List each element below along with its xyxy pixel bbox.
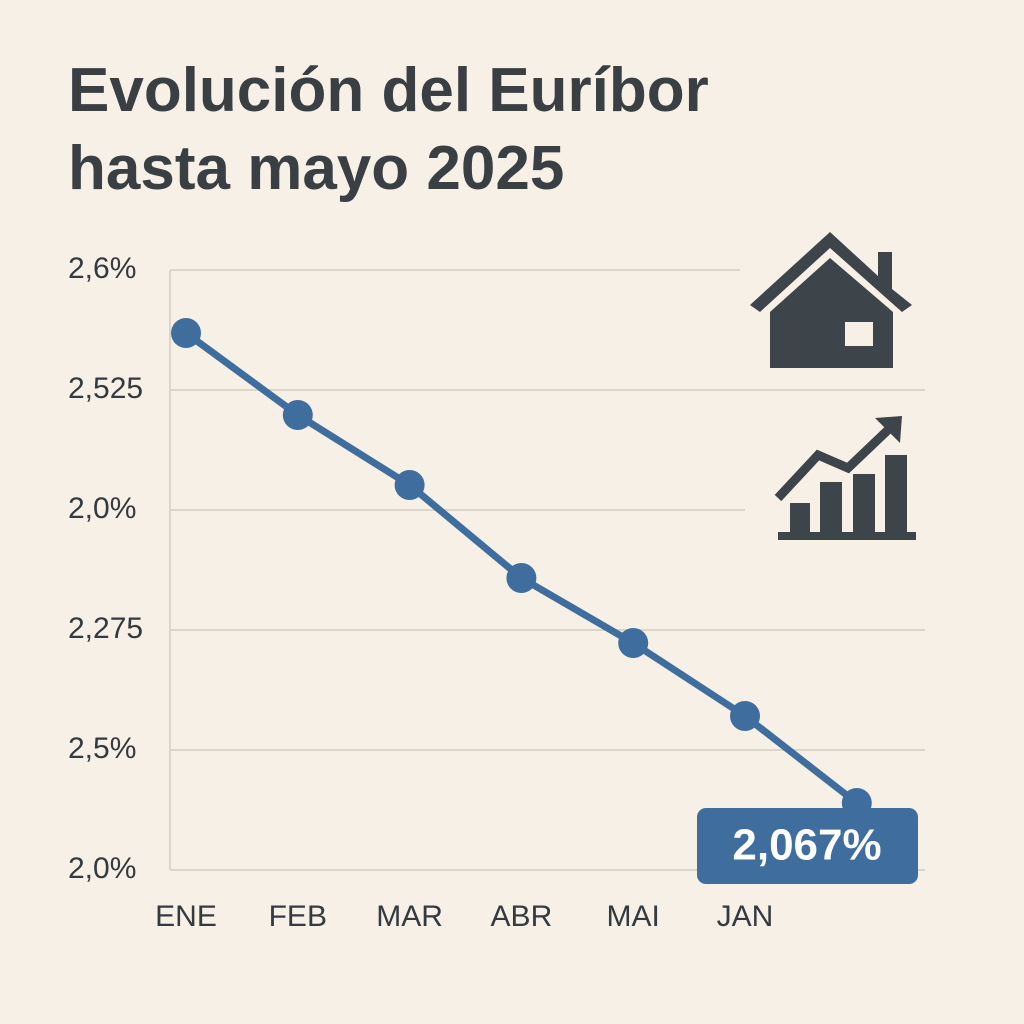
chart-icon-arrowhead [875, 416, 902, 443]
chart-icon-arrow [774, 424, 894, 502]
x-tick-label: FEB [269, 900, 327, 933]
value-label-box [697, 808, 918, 884]
point [282, 400, 313, 430]
chart-icon-bar [820, 482, 842, 532]
point [394, 470, 425, 500]
point [730, 701, 760, 731]
point [171, 318, 201, 348]
chart-icon-bar [853, 474, 875, 532]
x-tick-label: MAI [607, 900, 660, 933]
y-tick-label: 2,5% [68, 732, 136, 765]
x-tick-label: MAR [376, 900, 443, 933]
chart-icon-bar [790, 503, 810, 532]
x-tick-label: ABR [491, 900, 553, 933]
y-tick-label: 2,0% [68, 852, 136, 885]
point [506, 563, 537, 593]
point [618, 628, 649, 658]
x-tick-label: JAN [717, 900, 774, 933]
house-window [845, 322, 873, 346]
chart-icon-base [778, 532, 916, 540]
value-label: 2,067% [732, 821, 881, 870]
y-tick-label: 2,6% [68, 252, 136, 285]
y-tick-label: 2,0% [68, 492, 136, 525]
chart-title: Evolución del Euríbor hasta mayo 2025 [68, 56, 709, 203]
x-tick-label: ENE [155, 900, 217, 933]
y-tick-label: 2,525 [68, 372, 143, 405]
y-tick-label: 2,275 [68, 612, 143, 645]
chart-icon-bar [885, 455, 907, 532]
